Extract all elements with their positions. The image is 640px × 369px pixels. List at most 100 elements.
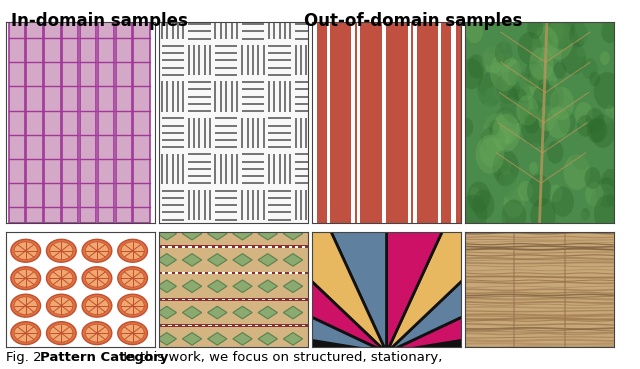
Circle shape — [85, 242, 109, 260]
Circle shape — [11, 322, 40, 345]
Polygon shape — [284, 227, 303, 240]
Bar — [98, 22, 114, 223]
Polygon shape — [284, 280, 303, 293]
Bar — [215, 299, 218, 300]
Bar — [235, 325, 238, 327]
Bar — [295, 246, 298, 248]
Bar — [182, 272, 185, 274]
Bar — [235, 272, 238, 274]
Bar — [330, 22, 351, 223]
Circle shape — [24, 250, 27, 252]
Circle shape — [563, 154, 590, 190]
Text: Pattern Category: Pattern Category — [40, 351, 168, 363]
Bar — [255, 246, 259, 248]
Circle shape — [131, 332, 134, 334]
Circle shape — [572, 142, 591, 170]
Bar — [188, 325, 191, 327]
Circle shape — [497, 164, 513, 187]
Bar — [312, 22, 317, 223]
Circle shape — [493, 150, 519, 186]
Circle shape — [524, 114, 539, 134]
Bar — [408, 22, 411, 223]
Circle shape — [545, 10, 574, 49]
Bar — [295, 272, 298, 274]
Circle shape — [477, 28, 504, 66]
Bar — [62, 22, 79, 223]
Bar — [182, 299, 185, 300]
Circle shape — [548, 21, 564, 43]
Bar — [289, 299, 292, 300]
Bar — [215, 325, 218, 327]
Bar — [8, 22, 25, 223]
Bar — [168, 325, 172, 327]
Polygon shape — [182, 254, 202, 266]
Circle shape — [60, 277, 63, 279]
Circle shape — [575, 102, 593, 126]
Bar — [188, 272, 191, 274]
Bar — [438, 22, 441, 223]
Bar — [228, 246, 232, 248]
Bar — [289, 325, 292, 327]
Bar — [302, 299, 305, 300]
Circle shape — [509, 63, 529, 90]
Circle shape — [490, 53, 518, 91]
Circle shape — [131, 305, 134, 307]
Circle shape — [500, 160, 511, 175]
Circle shape — [60, 250, 63, 252]
Circle shape — [50, 297, 73, 315]
Bar — [221, 272, 225, 274]
Polygon shape — [157, 254, 177, 266]
Circle shape — [482, 19, 509, 54]
Circle shape — [558, 111, 575, 134]
Bar — [255, 272, 259, 274]
Polygon shape — [67, 221, 387, 353]
Circle shape — [492, 78, 509, 101]
Bar — [44, 22, 61, 223]
Bar — [242, 325, 245, 327]
Polygon shape — [207, 306, 227, 319]
Circle shape — [50, 242, 73, 260]
Circle shape — [121, 242, 144, 260]
Circle shape — [538, 78, 550, 93]
Bar — [188, 299, 191, 300]
Bar — [411, 22, 413, 223]
Bar — [168, 299, 172, 300]
Circle shape — [589, 123, 600, 138]
Circle shape — [547, 141, 563, 163]
Bar — [269, 246, 272, 248]
Circle shape — [529, 48, 554, 80]
Text: In-domain samples: In-domain samples — [11, 12, 188, 30]
Bar — [159, 272, 308, 275]
Bar — [327, 22, 330, 223]
Circle shape — [518, 173, 537, 200]
Bar — [221, 299, 225, 300]
Bar — [262, 246, 265, 248]
Bar — [209, 299, 212, 300]
Polygon shape — [258, 306, 277, 319]
Circle shape — [14, 324, 37, 342]
Polygon shape — [207, 280, 227, 293]
Circle shape — [605, 105, 616, 120]
Circle shape — [470, 187, 479, 200]
Circle shape — [477, 125, 506, 164]
Circle shape — [483, 113, 511, 151]
Bar — [262, 272, 265, 274]
Circle shape — [527, 17, 543, 39]
Bar — [451, 22, 456, 223]
Circle shape — [531, 198, 556, 232]
Polygon shape — [207, 254, 227, 266]
Circle shape — [502, 200, 526, 233]
Circle shape — [95, 332, 99, 334]
Circle shape — [500, 85, 529, 124]
Bar — [188, 246, 191, 248]
Polygon shape — [207, 227, 227, 240]
Circle shape — [580, 208, 590, 220]
Polygon shape — [157, 306, 177, 319]
Bar — [351, 22, 355, 223]
Bar — [202, 299, 205, 300]
Bar — [221, 246, 225, 248]
Circle shape — [570, 210, 589, 237]
Circle shape — [121, 297, 144, 315]
Circle shape — [593, 72, 621, 109]
Circle shape — [584, 167, 601, 189]
